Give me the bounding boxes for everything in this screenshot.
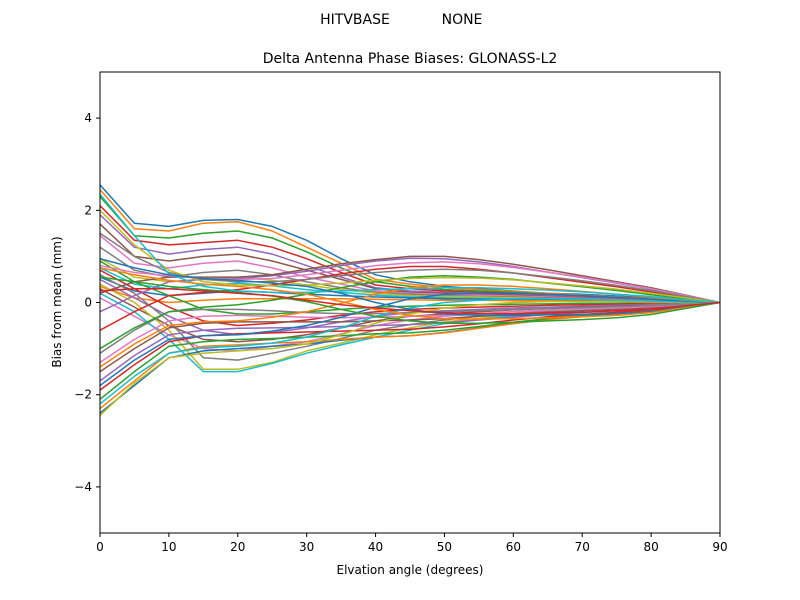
series-line-32 <box>100 275 720 350</box>
x-tick-label: 80 <box>643 540 658 554</box>
series-line-28 <box>100 300 720 416</box>
x-axis-label: Elvation angle (degrees) <box>337 563 484 577</box>
y-tick-label: 2 <box>84 203 92 217</box>
series-line-26 <box>100 301 720 364</box>
y-axis-label: Bias from mean (mm) <box>50 236 64 367</box>
series-line-39 <box>100 193 720 304</box>
y-tick-label: 4 <box>84 111 92 125</box>
suptitle-right: NONE <box>442 12 483 28</box>
series-line-41 <box>100 267 720 320</box>
x-tick-label: 40 <box>368 540 383 554</box>
x-tick-label: 50 <box>437 540 452 554</box>
series-line-42 <box>100 276 720 324</box>
x-tick-label: 0 <box>96 540 104 554</box>
series-line-35 <box>100 255 720 304</box>
x-tick-label: 70 <box>575 540 590 554</box>
series-line-30 <box>100 292 720 387</box>
series-line-27 <box>100 301 720 354</box>
x-tick-label: 30 <box>299 540 314 554</box>
x-axis: 0 10 20 30 40 50 60 70 80 90 <box>96 533 728 554</box>
series-line-43 <box>100 287 720 315</box>
y-tick-label: −4 <box>74 480 92 494</box>
chart-title: Delta Antenna Phase Biases: GLONASS-L2 <box>263 51 558 67</box>
x-tick-label: 90 <box>712 540 727 554</box>
series-layer <box>100 184 720 416</box>
series-line-33 <box>100 265 720 331</box>
x-tick-label: 20 <box>230 540 245 554</box>
x-tick-label: 60 <box>506 540 521 554</box>
series-line-37 <box>100 232 720 304</box>
series-line-40 <box>100 257 720 317</box>
x-tick-label: 10 <box>161 540 176 554</box>
series-line-29 <box>100 298 720 405</box>
series-line-25 <box>100 301 720 373</box>
y-tick-label: 0 <box>84 296 92 310</box>
series-line-21 <box>100 301 720 410</box>
y-tick-label: −2 <box>74 388 92 402</box>
series-line-0 <box>100 184 720 304</box>
y-axis: −4 −2 0 2 4 <box>74 111 100 494</box>
series-line-38 <box>100 209 720 304</box>
suptitle-left: HITVBASE <box>320 12 390 28</box>
